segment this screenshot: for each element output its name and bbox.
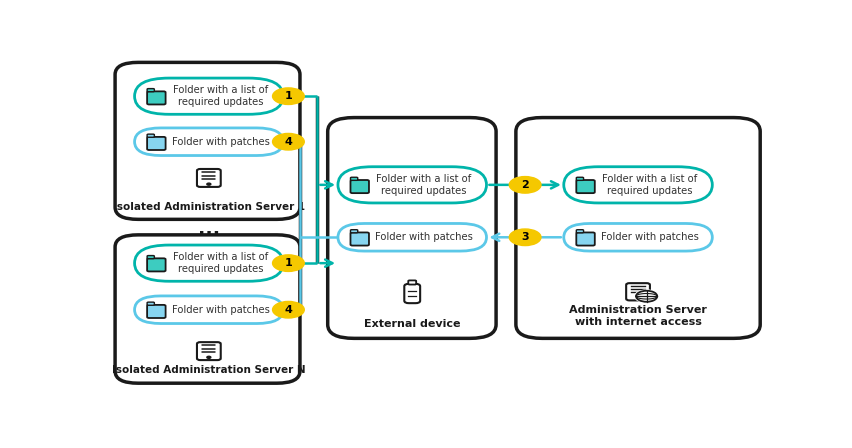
- FancyBboxPatch shape: [576, 230, 584, 233]
- Circle shape: [273, 88, 304, 104]
- FancyBboxPatch shape: [338, 167, 486, 203]
- FancyBboxPatch shape: [515, 117, 760, 338]
- Circle shape: [635, 290, 659, 302]
- FancyBboxPatch shape: [564, 224, 712, 251]
- FancyBboxPatch shape: [135, 245, 283, 281]
- FancyBboxPatch shape: [350, 233, 369, 246]
- FancyBboxPatch shape: [147, 302, 154, 305]
- FancyBboxPatch shape: [147, 258, 165, 271]
- FancyBboxPatch shape: [328, 117, 496, 338]
- Text: Folder with a list of
required updates: Folder with a list of required updates: [173, 85, 268, 108]
- Text: Folder with a list of
required updates: Folder with a list of required updates: [173, 252, 268, 274]
- Circle shape: [207, 183, 210, 185]
- Text: Folder with patches: Folder with patches: [375, 232, 473, 242]
- Text: Folder with patches: Folder with patches: [172, 305, 270, 315]
- FancyBboxPatch shape: [197, 342, 221, 360]
- Text: Folder with patches: Folder with patches: [172, 137, 270, 147]
- FancyBboxPatch shape: [147, 89, 154, 92]
- FancyBboxPatch shape: [135, 128, 283, 155]
- FancyBboxPatch shape: [147, 305, 165, 318]
- FancyBboxPatch shape: [350, 180, 369, 193]
- Circle shape: [273, 302, 304, 318]
- FancyBboxPatch shape: [576, 180, 595, 193]
- Text: Folder with a list of
required updates: Folder with a list of required updates: [377, 174, 472, 196]
- FancyBboxPatch shape: [147, 137, 165, 150]
- FancyBboxPatch shape: [147, 134, 154, 137]
- FancyBboxPatch shape: [135, 296, 283, 323]
- Text: 1: 1: [285, 258, 292, 268]
- Text: External device: External device: [364, 319, 460, 328]
- FancyBboxPatch shape: [338, 224, 486, 251]
- Circle shape: [207, 356, 210, 358]
- FancyBboxPatch shape: [564, 167, 712, 203]
- Text: Folder with a list of
required updates: Folder with a list of required updates: [602, 174, 698, 196]
- Text: 1: 1: [285, 91, 292, 101]
- Text: Isolated Administration Server 1: Isolated Administration Server 1: [112, 202, 305, 212]
- FancyBboxPatch shape: [576, 177, 584, 181]
- FancyBboxPatch shape: [115, 62, 300, 220]
- Text: 4: 4: [285, 305, 292, 315]
- Circle shape: [509, 229, 541, 246]
- FancyBboxPatch shape: [197, 169, 221, 187]
- FancyBboxPatch shape: [405, 284, 420, 303]
- Text: 2: 2: [521, 180, 529, 190]
- Text: Administration Server
with internet access: Administration Server with internet acce…: [569, 305, 707, 327]
- Text: 4: 4: [285, 137, 292, 147]
- FancyBboxPatch shape: [350, 230, 358, 233]
- Text: 3: 3: [521, 232, 529, 242]
- Circle shape: [509, 177, 541, 193]
- Circle shape: [273, 134, 304, 150]
- Text: Folder with patches: Folder with patches: [601, 232, 699, 242]
- Text: ...: ...: [198, 220, 220, 239]
- FancyBboxPatch shape: [147, 91, 165, 104]
- FancyBboxPatch shape: [576, 233, 595, 246]
- FancyBboxPatch shape: [147, 255, 154, 258]
- FancyBboxPatch shape: [408, 280, 416, 284]
- FancyBboxPatch shape: [135, 78, 283, 114]
- FancyBboxPatch shape: [626, 283, 650, 301]
- FancyBboxPatch shape: [115, 235, 300, 383]
- FancyBboxPatch shape: [350, 177, 358, 181]
- Text: Isolated Administration Server N: Isolated Administration Server N: [112, 366, 306, 375]
- Circle shape: [273, 255, 304, 271]
